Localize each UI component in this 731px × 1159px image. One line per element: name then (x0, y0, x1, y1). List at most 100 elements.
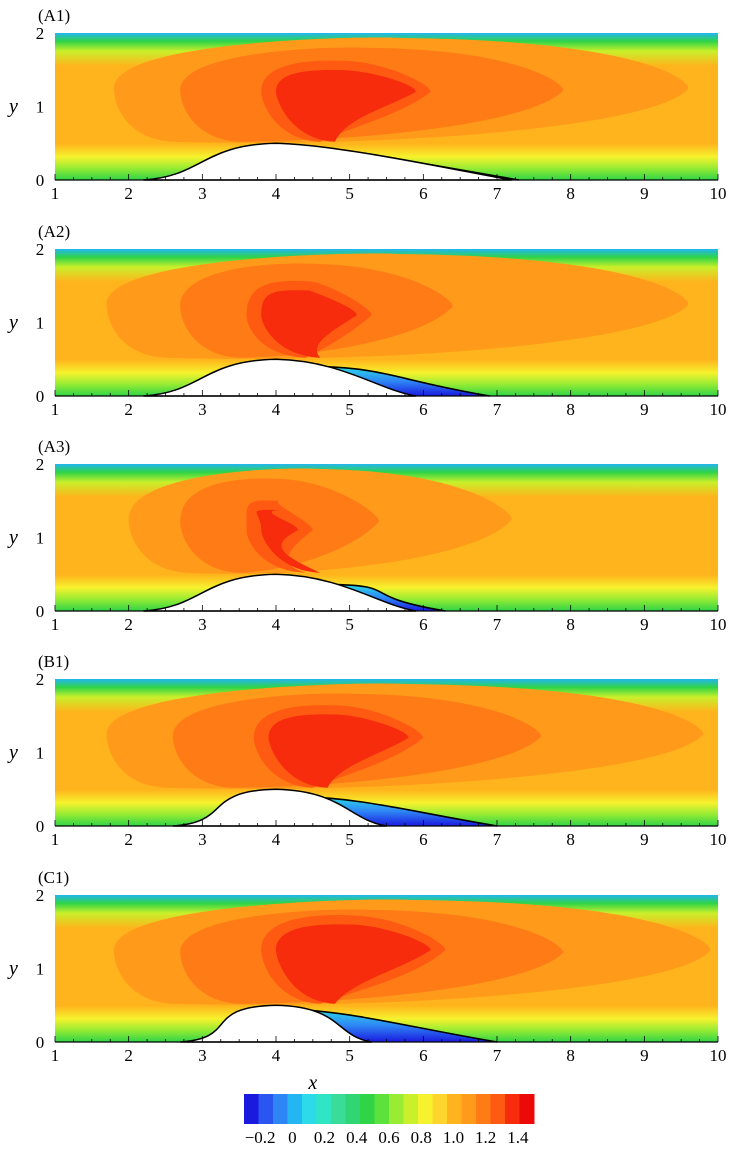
contour-band-core (276, 69, 416, 142)
colorbar-swatch (505, 1094, 520, 1124)
y-axis-label: y (7, 312, 18, 334)
x-axis-label: x (307, 1072, 317, 1094)
colorbar-swatch (447, 1094, 462, 1124)
contour-band-core (256, 509, 321, 573)
colorbar-tick-label: 0.2 (314, 1128, 335, 1147)
colorbar-swatch (432, 1094, 448, 1124)
x-tick-label: 6 (419, 615, 428, 634)
y-axis-label: y (7, 958, 18, 980)
colorbar-swatch (490, 1094, 506, 1124)
y-tick-label: 0 (36, 817, 45, 836)
x-tick-label: 5 (345, 400, 354, 419)
panel-label: (A1) (38, 6, 70, 25)
x-tick-label: 8 (566, 400, 575, 419)
colorbar-swatch (519, 1094, 535, 1124)
x-tick-label: 8 (566, 830, 575, 849)
colorbar-swatch (374, 1094, 390, 1124)
x-tick-label: 4 (272, 830, 281, 849)
colorbar-swatch (345, 1094, 361, 1124)
x-tick-label: 1 (51, 615, 60, 634)
x-tick-label: 8 (566, 184, 575, 203)
colorbar-swatch (389, 1094, 404, 1124)
x-tick-label: 1 (51, 400, 60, 419)
colorbar-tick-label: 0.6 (378, 1128, 399, 1147)
x-tick-label: 3 (198, 615, 207, 634)
colorbar-tick-label: 1.0 (443, 1128, 464, 1147)
y-tick-label: 0 (36, 387, 45, 406)
panel-label: (C1) (38, 868, 69, 887)
colorbar-swatch (418, 1094, 433, 1124)
y-tick-label: 2 (36, 455, 45, 474)
colorbar-swatch (244, 1094, 259, 1124)
y-tick-label: 1 (36, 98, 45, 117)
x-tick-label: 7 (493, 615, 502, 634)
colorbar-swatch (302, 1094, 317, 1124)
x-tick-label: 4 (272, 1046, 281, 1065)
x-tick-label: 10 (710, 615, 727, 634)
colorbar-tick-label: 1.2 (475, 1128, 496, 1147)
colorbar-swatch (331, 1094, 346, 1124)
y-tick-label: 1 (36, 529, 45, 548)
zero-velocity-contour (320, 365, 490, 397)
hill (143, 142, 512, 181)
contour-band-core (268, 714, 409, 788)
x-tick-label: 10 (710, 1046, 727, 1065)
x-tick-label: 5 (345, 184, 354, 203)
zero-velocity-contour (334, 583, 446, 612)
x-tick-label: 9 (640, 1046, 649, 1065)
x-tick-label: 9 (640, 615, 649, 634)
colorbar-tick-label: −0.2 (245, 1128, 276, 1147)
contour-band-core (261, 290, 358, 358)
colorbar-tick-label: 0.8 (411, 1128, 432, 1147)
x-tick-label: 4 (272, 615, 281, 634)
x-tick-label: 9 (640, 830, 649, 849)
y-tick-label: 2 (36, 670, 45, 689)
x-tick-label: 7 (493, 830, 502, 849)
x-tick-label: 2 (124, 1046, 133, 1065)
colorbar-swatch (403, 1094, 419, 1124)
x-tick-label: 5 (345, 830, 354, 849)
colorbar-swatch (360, 1094, 375, 1124)
colorbar-tick-label: 0 (288, 1128, 297, 1147)
x-tick-label: 1 (51, 830, 60, 849)
x-tick-label: 2 (124, 830, 133, 849)
x-tick-label: 2 (124, 184, 133, 203)
x-tick-label: 9 (640, 400, 649, 419)
x-tick-label: 6 (419, 830, 428, 849)
y-tick-label: 1 (36, 960, 45, 979)
x-tick-label: 7 (493, 184, 502, 203)
x-tick-label: 3 (198, 184, 207, 203)
x-tick-label: 8 (566, 615, 575, 634)
colorbar-swatch (461, 1094, 477, 1124)
x-tick-label: 6 (419, 184, 428, 203)
separation-region (298, 796, 497, 826)
colorbar-tick-label: 1.4 (507, 1128, 529, 1147)
x-tick-label: 10 (710, 830, 727, 849)
panel-label: (B1) (38, 652, 69, 671)
x-tick-label: 5 (345, 1046, 354, 1065)
x-tick-label: 2 (124, 400, 133, 419)
y-tick-label: 1 (36, 314, 45, 333)
x-tick-label: 8 (566, 1046, 575, 1065)
x-tick-label: 7 (493, 400, 502, 419)
separation-region (283, 1008, 497, 1042)
x-tick-label: 10 (710, 184, 727, 203)
y-tick-label: 2 (36, 24, 45, 43)
x-tick-label: 1 (51, 184, 60, 203)
colorbar-tick-label: 0.4 (346, 1128, 368, 1147)
contour-band-core (276, 924, 431, 1004)
y-tick-label: 1 (36, 744, 45, 763)
colorbar-swatch (258, 1094, 274, 1124)
y-tick-label: 0 (36, 602, 45, 621)
y-tick-label: 2 (36, 886, 45, 905)
x-tick-label: 7 (493, 1046, 502, 1065)
x-tick-label: 6 (419, 1046, 428, 1065)
panel-label: (A3) (38, 437, 70, 456)
colorbar: −0.2 0 0.2 0.4 0.6 0.8 1.0 1.2 1.4 (244, 1094, 535, 1147)
hill (172, 788, 387, 827)
y-tick-label: 0 (36, 1033, 45, 1052)
